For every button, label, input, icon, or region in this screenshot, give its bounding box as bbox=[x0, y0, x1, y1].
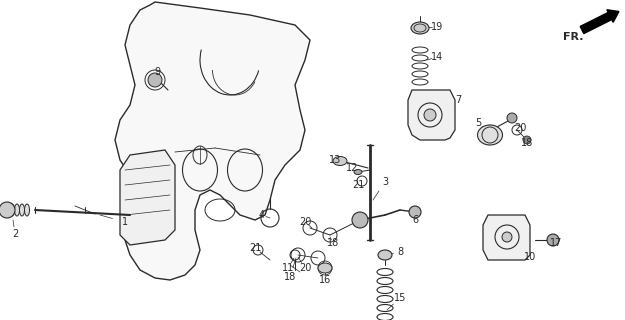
Circle shape bbox=[0, 202, 15, 218]
Text: 18: 18 bbox=[521, 138, 533, 148]
Text: 16: 16 bbox=[319, 275, 331, 285]
Ellipse shape bbox=[411, 22, 429, 34]
Ellipse shape bbox=[378, 250, 392, 260]
Polygon shape bbox=[115, 2, 310, 280]
Polygon shape bbox=[120, 150, 175, 245]
Text: 20: 20 bbox=[514, 123, 526, 133]
Text: 21: 21 bbox=[352, 180, 364, 190]
Text: 20: 20 bbox=[299, 263, 311, 273]
Ellipse shape bbox=[354, 170, 362, 174]
Text: 1: 1 bbox=[122, 217, 128, 227]
Text: 9: 9 bbox=[154, 67, 160, 77]
Text: 7: 7 bbox=[455, 95, 461, 105]
Text: 8: 8 bbox=[397, 247, 403, 257]
Text: 2: 2 bbox=[12, 229, 18, 239]
Text: 20: 20 bbox=[299, 217, 311, 227]
Text: 17: 17 bbox=[550, 238, 562, 248]
Text: 3: 3 bbox=[382, 177, 388, 187]
Circle shape bbox=[507, 113, 517, 123]
Ellipse shape bbox=[14, 204, 19, 216]
Text: 13: 13 bbox=[329, 155, 341, 165]
Text: 18: 18 bbox=[327, 238, 339, 248]
Ellipse shape bbox=[19, 204, 24, 216]
Text: 21: 21 bbox=[249, 243, 261, 253]
Ellipse shape bbox=[9, 204, 14, 216]
Ellipse shape bbox=[318, 263, 332, 273]
Polygon shape bbox=[483, 215, 530, 260]
Text: 15: 15 bbox=[394, 293, 406, 303]
Circle shape bbox=[523, 136, 531, 144]
Circle shape bbox=[148, 73, 162, 87]
Circle shape bbox=[409, 206, 421, 218]
Text: 4: 4 bbox=[259, 210, 265, 220]
Circle shape bbox=[352, 212, 368, 228]
Circle shape bbox=[502, 232, 512, 242]
Text: 10: 10 bbox=[524, 252, 536, 262]
Text: 12: 12 bbox=[346, 163, 358, 173]
Text: FR.: FR. bbox=[562, 32, 583, 42]
Ellipse shape bbox=[478, 125, 502, 145]
Text: 6: 6 bbox=[412, 215, 418, 225]
Ellipse shape bbox=[4, 204, 9, 216]
Text: 19: 19 bbox=[431, 22, 443, 32]
Text: 5: 5 bbox=[475, 118, 481, 128]
Text: 11: 11 bbox=[282, 263, 294, 273]
Text: 18: 18 bbox=[284, 272, 296, 282]
FancyArrow shape bbox=[580, 10, 619, 34]
Circle shape bbox=[547, 234, 559, 246]
Ellipse shape bbox=[333, 156, 347, 165]
Ellipse shape bbox=[24, 204, 29, 216]
Circle shape bbox=[424, 109, 436, 121]
Text: 14: 14 bbox=[431, 52, 443, 62]
Polygon shape bbox=[408, 90, 455, 140]
